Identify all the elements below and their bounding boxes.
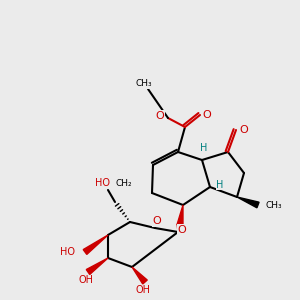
Text: O: O (155, 111, 164, 121)
Text: HO: HO (60, 247, 75, 257)
Text: CH₃: CH₃ (266, 200, 283, 209)
Text: O: O (153, 216, 161, 226)
Text: O: O (202, 110, 211, 120)
Text: O: O (240, 125, 248, 135)
Text: OH: OH (136, 285, 151, 295)
Polygon shape (177, 205, 183, 225)
Polygon shape (83, 235, 108, 254)
Polygon shape (177, 224, 183, 232)
Text: O: O (178, 225, 186, 235)
Text: HO: HO (95, 178, 110, 188)
Text: CH₂: CH₂ (116, 178, 133, 188)
Text: H: H (200, 143, 208, 153)
Text: OH: OH (79, 275, 94, 285)
Text: CH₃: CH₃ (136, 80, 152, 88)
Polygon shape (237, 197, 259, 208)
Text: H: H (216, 180, 224, 190)
Polygon shape (86, 258, 108, 274)
Polygon shape (132, 267, 147, 284)
